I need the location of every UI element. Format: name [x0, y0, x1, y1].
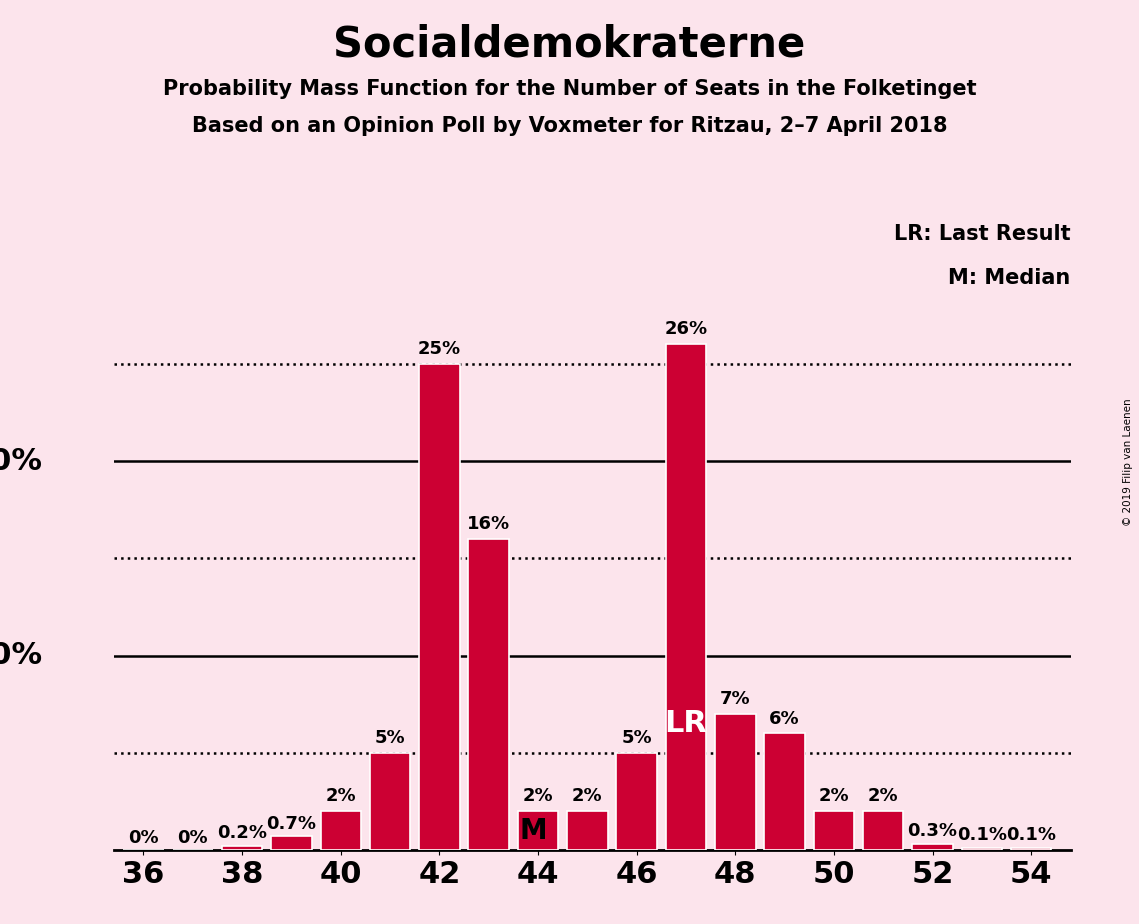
Text: M: M [519, 817, 547, 845]
Text: 2%: 2% [523, 787, 554, 806]
Bar [419, 364, 460, 850]
Bar [813, 811, 854, 850]
Text: Based on an Opinion Poll by Voxmeter for Ritzau, 2–7 April 2018: Based on an Opinion Poll by Voxmeter for… [191, 116, 948, 136]
Text: 0.2%: 0.2% [218, 824, 268, 843]
Bar [1011, 848, 1051, 850]
Bar [764, 734, 805, 850]
Text: 5%: 5% [622, 729, 652, 747]
Text: 7%: 7% [720, 690, 751, 708]
Text: 0.3%: 0.3% [908, 822, 958, 840]
Text: 26%: 26% [664, 321, 707, 338]
Bar [370, 753, 410, 850]
Text: LR: LR [664, 709, 707, 738]
Text: 2%: 2% [326, 787, 357, 806]
Bar [666, 345, 706, 850]
Bar [468, 539, 509, 850]
Bar [863, 811, 903, 850]
Text: © 2019 Filip van Laenen: © 2019 Filip van Laenen [1123, 398, 1133, 526]
Text: 5%: 5% [375, 729, 405, 747]
Text: 2%: 2% [868, 787, 899, 806]
Bar [320, 811, 361, 850]
Text: 10%: 10% [0, 641, 42, 670]
Bar [616, 753, 657, 850]
Bar [715, 714, 755, 850]
Text: LR: Last Result: LR: Last Result [894, 224, 1071, 244]
Text: Socialdemokraterne: Socialdemokraterne [334, 23, 805, 65]
Text: 20%: 20% [0, 446, 42, 476]
Text: 0%: 0% [129, 829, 158, 847]
Bar [567, 811, 607, 850]
Bar [271, 836, 312, 850]
Bar [961, 848, 1002, 850]
Text: 0.7%: 0.7% [267, 815, 317, 833]
Text: M: Median: M: Median [949, 268, 1071, 288]
Bar [518, 811, 558, 850]
Text: 16%: 16% [467, 515, 510, 533]
Bar [912, 845, 953, 850]
Text: 2%: 2% [819, 787, 850, 806]
Text: Probability Mass Function for the Number of Seats in the Folketinget: Probability Mass Function for the Number… [163, 79, 976, 99]
Text: 0.1%: 0.1% [957, 826, 1007, 845]
Text: 2%: 2% [572, 787, 603, 806]
Bar [222, 846, 262, 850]
Text: 0%: 0% [178, 829, 208, 847]
Text: 25%: 25% [418, 340, 461, 358]
Text: 6%: 6% [769, 710, 800, 727]
Text: 0.1%: 0.1% [1006, 826, 1056, 845]
